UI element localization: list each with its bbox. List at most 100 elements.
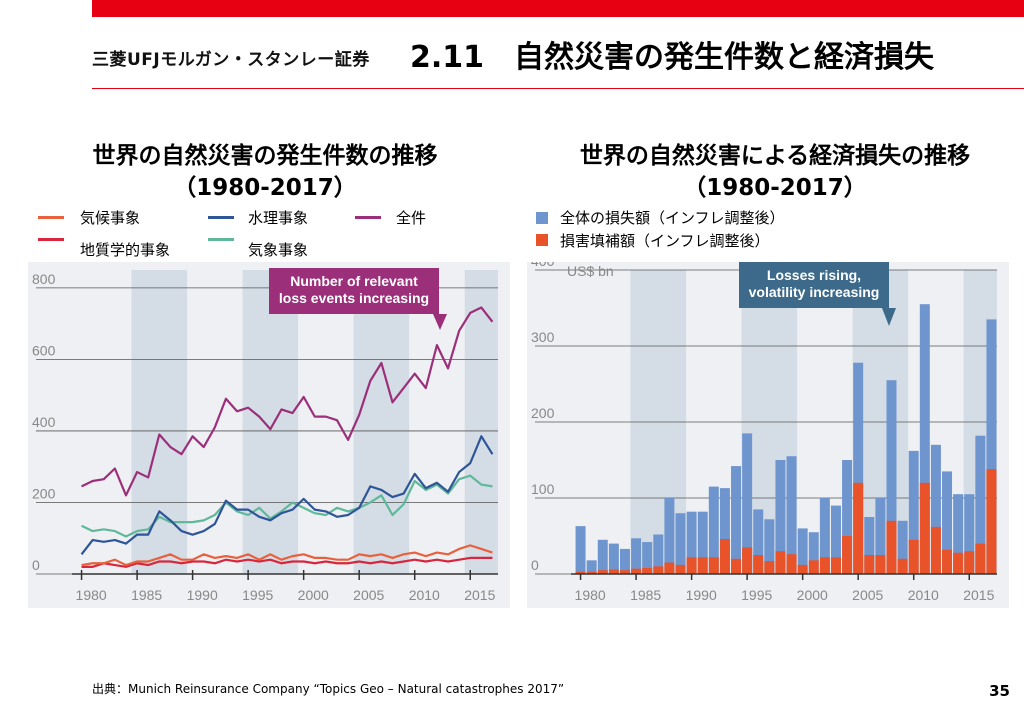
bar-insured-loss bbox=[697, 557, 708, 574]
bar-overall-loss bbox=[786, 456, 797, 574]
bar-insured-loss bbox=[664, 562, 675, 574]
bar-overall-loss bbox=[886, 380, 897, 574]
legend-label-hydrological: 水理事象 bbox=[248, 209, 309, 227]
bar-insured-loss bbox=[908, 539, 919, 574]
annotation-losses-text: Losses rising, bbox=[767, 267, 861, 283]
bar-insured-loss bbox=[675, 564, 686, 574]
legend-label-meteorological: 気象事象 bbox=[248, 241, 309, 259]
bar-overall-loss bbox=[742, 433, 753, 574]
bar-overall-loss bbox=[719, 488, 730, 574]
bar-insured-loss bbox=[686, 557, 697, 574]
bar-insured-loss bbox=[808, 560, 819, 574]
page-title: 2.11 自然災害の発生件数と経済損失 bbox=[410, 40, 935, 75]
bar-insured-loss bbox=[597, 570, 608, 574]
legend-label-overall-losses: 全体の損失額（インフレ調整後） bbox=[560, 209, 785, 227]
header-rule bbox=[92, 88, 1024, 89]
x-tick-label: 2005 bbox=[353, 587, 384, 603]
bar-overall-loss bbox=[919, 304, 930, 574]
bar-overall-loss bbox=[708, 486, 719, 574]
x-tick-label: 2010 bbox=[409, 587, 440, 603]
bar-insured-loss bbox=[886, 520, 897, 574]
legend-swatch-meteorological bbox=[208, 238, 234, 241]
bar-insured-loss bbox=[797, 564, 808, 574]
bar-overall-loss bbox=[897, 520, 908, 574]
bar-overall-loss bbox=[642, 542, 653, 574]
bar-overall-loss bbox=[597, 539, 608, 574]
header-red-bar bbox=[92, 0, 1024, 17]
bar-overall-loss bbox=[619, 548, 630, 574]
bar-overall-loss bbox=[753, 509, 764, 574]
x-tick-label: 2015 bbox=[963, 587, 994, 603]
y-tick-label: 400 bbox=[531, 262, 555, 269]
bar-overall-loss bbox=[964, 494, 975, 574]
legend-swatch-all bbox=[355, 216, 381, 219]
annotation-events-text: Number of relevant bbox=[290, 273, 418, 289]
page-number: 35 bbox=[989, 682, 1010, 700]
annotation-losses-pointer bbox=[882, 308, 896, 326]
x-tick-label: 1985 bbox=[131, 587, 162, 603]
x-tick-label: 2000 bbox=[797, 587, 828, 603]
bar-insured-loss bbox=[975, 543, 986, 574]
y-tick-label: 800 bbox=[32, 271, 56, 287]
bar-insured-loss bbox=[853, 482, 864, 574]
bar-insured-loss bbox=[864, 555, 875, 574]
series-line bbox=[80, 435, 494, 556]
annotation-losses-box bbox=[739, 262, 889, 308]
bar-overall-loss bbox=[664, 498, 675, 574]
legend-label-insured-losses: 損害填補額（インフレ調整後） bbox=[560, 232, 770, 250]
right-chart-title-line1: 世界の自然災害による経済損失の推移 bbox=[579, 143, 971, 169]
bar-insured-loss bbox=[608, 569, 619, 574]
bar-overall-loss bbox=[697, 511, 708, 574]
bar-insured-loss bbox=[708, 557, 719, 574]
legend-label-climatological: 気候事象 bbox=[80, 209, 141, 227]
annotation-events-box bbox=[269, 268, 439, 314]
bar-insured-loss bbox=[842, 536, 853, 574]
bar-overall-loss bbox=[830, 505, 841, 574]
x-tick-label: 2005 bbox=[852, 587, 883, 603]
y-tick-label: 600 bbox=[32, 342, 56, 358]
annotation-losses: Losses rising,volatility increasing bbox=[739, 262, 896, 326]
bar-overall-loss bbox=[764, 519, 775, 574]
bar-insured-loss bbox=[653, 566, 664, 574]
bar-insured-loss bbox=[731, 558, 742, 574]
bar-overall-loss bbox=[953, 494, 964, 574]
bar-overall-loss bbox=[731, 466, 742, 574]
legend-label-geophysical: 地質学的事象 bbox=[80, 241, 171, 259]
shaded-period bbox=[353, 270, 410, 574]
x-tick-label: 1995 bbox=[741, 587, 772, 603]
y-tick-label: 200 bbox=[32, 485, 56, 501]
right-chart-title: 世界の自然災害による経済損失の推移 （1980-2017） bbox=[540, 140, 1010, 204]
bar-insured-loss bbox=[619, 570, 630, 574]
bar-overall-loss bbox=[675, 513, 686, 574]
y-tick-label: 0 bbox=[32, 557, 40, 573]
left-chart-title: 世界の自然災害の発生件数の推移 （1980-2017） bbox=[40, 140, 490, 204]
bar-insured-loss bbox=[919, 482, 930, 574]
annotation-events-text: loss events increasing bbox=[279, 290, 429, 306]
series-line bbox=[81, 544, 493, 567]
bar-overall-loss bbox=[864, 517, 875, 574]
bar-overall-loss bbox=[908, 450, 919, 574]
x-tick-label: 1995 bbox=[242, 587, 273, 603]
legend-swatch-geophysical bbox=[38, 238, 64, 241]
legend-swatch-climatological bbox=[38, 216, 64, 219]
shaded-period bbox=[131, 270, 188, 574]
bar-overall-loss bbox=[775, 460, 786, 574]
bar-overall-loss bbox=[853, 362, 864, 574]
bar-overall-loss bbox=[875, 498, 886, 574]
bar-overall-loss bbox=[942, 471, 953, 574]
x-tick-label: 1990 bbox=[187, 587, 218, 603]
events-line-chart: 0 200 400 600 800 1980 1985 1990 1995 2000 2005 201… bbox=[28, 262, 510, 608]
legend-swatch-overall-losses bbox=[536, 212, 548, 224]
bar-insured-loss bbox=[786, 554, 797, 574]
series-line bbox=[81, 474, 493, 538]
shaded-period bbox=[242, 270, 299, 574]
bar-overall-loss bbox=[575, 526, 586, 574]
bar-insured-loss bbox=[930, 526, 941, 574]
bar-overall-loss bbox=[686, 511, 697, 574]
bar-insured-loss bbox=[964, 551, 975, 574]
bar-insured-loss bbox=[819, 557, 830, 574]
y-tick-label: 200 bbox=[531, 405, 555, 421]
bar-insured-loss bbox=[719, 539, 730, 574]
y-tick-label: 0 bbox=[531, 557, 539, 573]
